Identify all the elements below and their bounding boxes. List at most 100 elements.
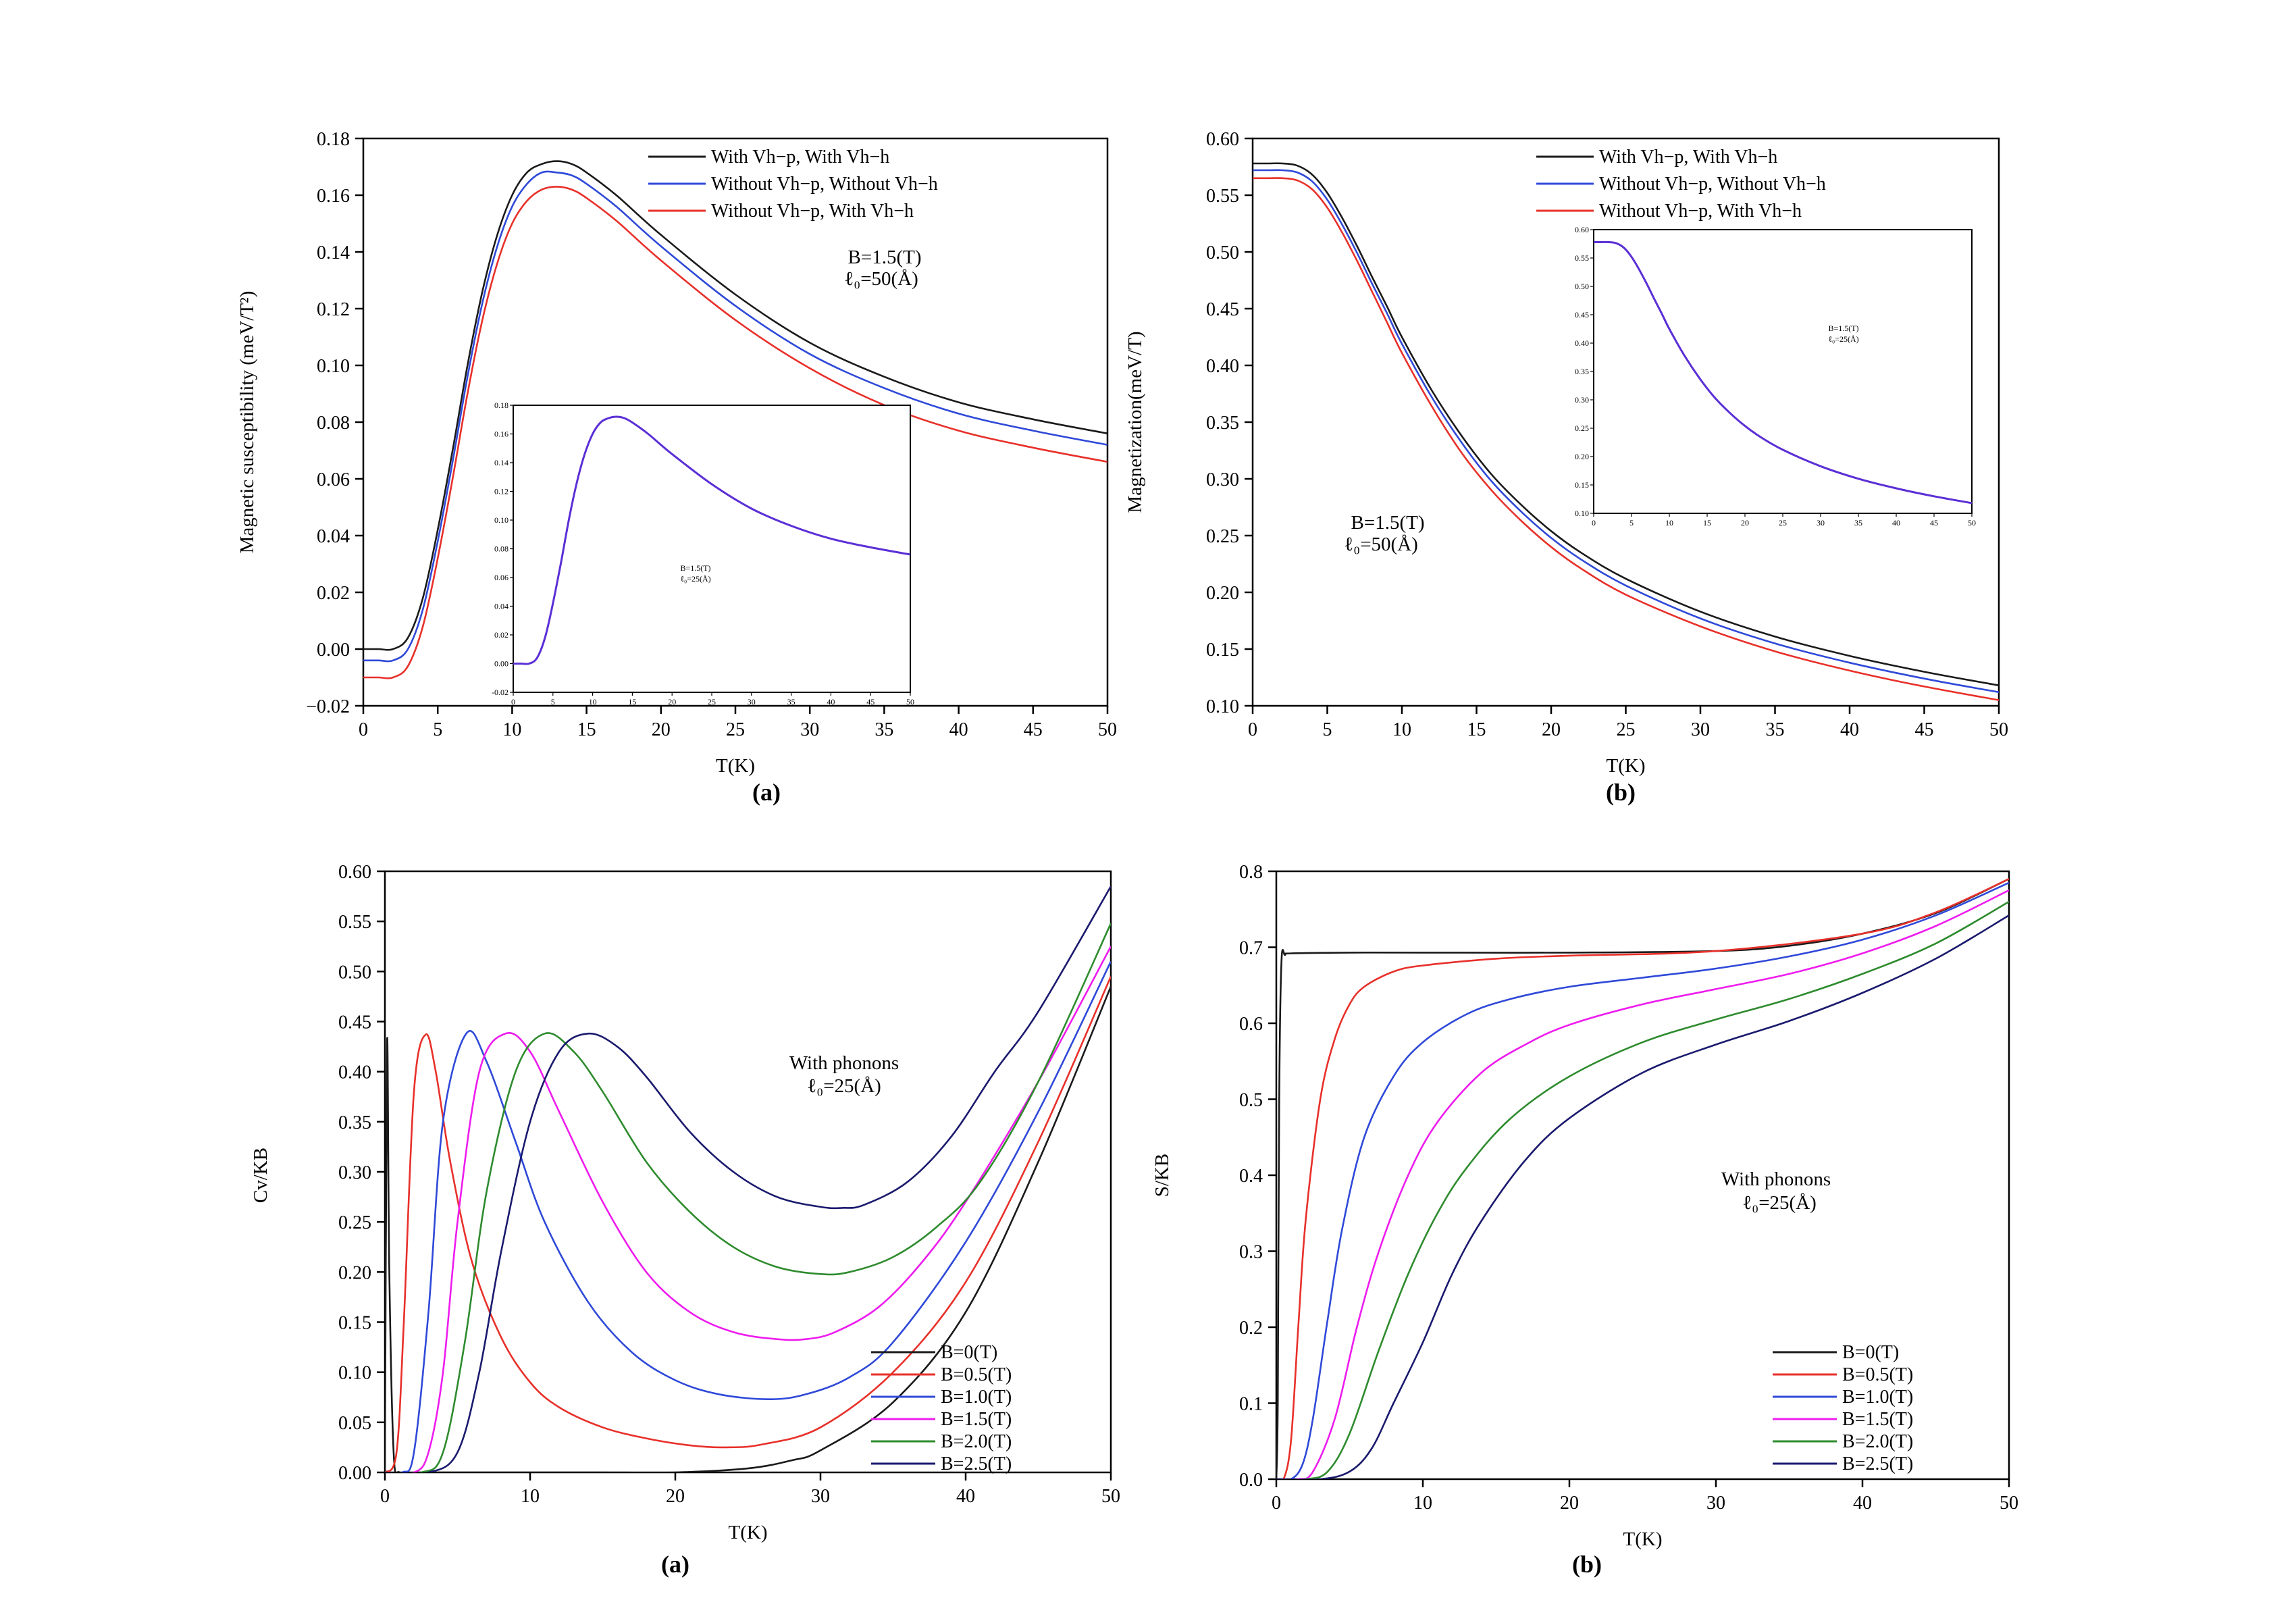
inset-frame <box>513 405 911 693</box>
legend-entry: B=0(T) <box>941 1342 997 1363</box>
y-tick-label: 0.35 <box>1206 413 1239 434</box>
panel-caption: (b) <box>1606 779 1636 806</box>
x-axis-label: T(K) <box>1607 755 1646 777</box>
legend-entry: B=1.0(T) <box>941 1387 1012 1408</box>
x-tick-label: 20 <box>1560 1493 1579 1514</box>
y-axis-label: S/KB <box>1151 1154 1173 1197</box>
y-tick-label: 0.10 <box>1206 696 1239 717</box>
series-line-1 <box>363 170 1107 663</box>
y-axis-label: Magnetic susceptibility (meV/T²) <box>236 291 258 554</box>
y-tick-label: 0.4 <box>1239 1166 1263 1187</box>
y-tick-label: 0.20 <box>338 1262 371 1283</box>
inset-x-tick-label: 40 <box>827 697 835 706</box>
chart-panel-1: 0 5 10 15 20 25 30 35 40 45 500.100.150.200.250.30… <box>1124 129 2008 806</box>
legend-entry: Without Vh−p, Without Vh−h <box>1599 174 1826 195</box>
y-tick-label: 0.1 <box>1239 1394 1263 1415</box>
panel-caption: (a) <box>752 779 781 806</box>
inset-x-tick-label: 25 <box>708 697 716 706</box>
legend-entry: B=2.5(T) <box>941 1453 1012 1474</box>
series-line-0 <box>363 160 1107 651</box>
y-tick-label: 0.00 <box>338 1463 371 1484</box>
inset-y-tick-label: 0.45 <box>1575 310 1589 319</box>
inset-y-tick-label: 0.15 <box>1575 480 1589 490</box>
inset-series-line <box>513 415 911 665</box>
inset-chart: 0 5 10 15 20 25 30 35 40 45 50 -0.02 0.00 0.02 0.04 0.0… <box>492 401 914 706</box>
x-tick-label: 0 <box>1272 1493 1281 1514</box>
legend-entry: B=2.0(T) <box>1842 1431 1913 1452</box>
y-tick-label: 0.40 <box>338 1062 371 1083</box>
y-tick-label: 0.15 <box>1206 640 1239 661</box>
y-tick-label: 0.18 <box>317 129 350 150</box>
x-tick-label: 0 <box>359 719 368 740</box>
y-axis-label: Magnetization(meV/T) <box>1124 332 1146 513</box>
y-tick-label: 0.20 <box>1206 583 1239 604</box>
x-tick-label: 45 <box>1024 719 1043 740</box>
y-tick-label: 0.55 <box>338 912 371 933</box>
panel-caption: (b) <box>1572 1551 1602 1578</box>
inset-x-tick-label: 15 <box>628 697 636 706</box>
series-line-0 <box>1253 162 1999 687</box>
inset-x-tick-label: 20 <box>1741 518 1749 528</box>
series-line-1 <box>1276 878 2009 1479</box>
inset-y-tick-label: 0.40 <box>1575 338 1589 348</box>
x-tick-label: 5 <box>1323 719 1332 740</box>
x-tick-label: 50 <box>1101 1486 1120 1507</box>
inset-y-tick-label: 0.30 <box>1575 395 1589 405</box>
inset-y-tick-label: 0.04 <box>494 602 508 611</box>
chart-panel-0: 0 5 10 15 20 25 30 35 40 45 50−0.020.000.020.040.0… <box>236 129 1117 806</box>
inset-y-tick-label: 0.16 <box>494 430 508 439</box>
inset-y-tick-label: 0.10 <box>494 515 508 525</box>
y-tick-label: 0.45 <box>338 1012 371 1033</box>
x-tick-label: 30 <box>811 1486 830 1507</box>
y-tick-label: 0.60 <box>338 862 371 883</box>
inset-y-tick-label: 0.35 <box>1575 367 1589 376</box>
inset-x-tick-label: 40 <box>1892 518 1900 528</box>
panel-caption: (a) <box>661 1551 689 1578</box>
x-tick-label: 0 <box>1248 719 1257 740</box>
y-tick-label: 0.25 <box>338 1212 371 1233</box>
x-tick-label: 15 <box>1467 719 1486 740</box>
legend-entry: Without Vh−p, With Vh−h <box>711 201 914 222</box>
series-line-1 <box>385 976 1111 1472</box>
y-tick-label: 0.10 <box>317 356 350 377</box>
x-tick-label: 30 <box>800 719 819 740</box>
x-tick-label: 10 <box>502 719 521 740</box>
y-tick-label: 0.25 <box>1206 526 1239 547</box>
y-tick-label: 0.50 <box>1206 242 1239 263</box>
inset-y-tick-label: 0.25 <box>1575 423 1589 433</box>
inset-x-tick-label: 30 <box>1817 518 1825 528</box>
series-line-2 <box>1276 881 2009 1479</box>
y-tick-label: 0.30 <box>1206 469 1239 490</box>
inset-x-tick-label: 45 <box>1930 518 1938 528</box>
x-tick-label: 20 <box>652 719 671 740</box>
y-tick-label: 0.45 <box>1206 299 1239 320</box>
x-tick-label: 40 <box>1840 719 1859 740</box>
annotation-line-1: B=1.5(T) <box>848 247 922 268</box>
inset-annotation-1: B=1.5(T) <box>680 563 710 573</box>
inset-x-tick-label: 25 <box>1779 518 1787 528</box>
y-tick-label: 0.40 <box>1206 356 1239 377</box>
inset-annotation-2: ℓ₀=25(Å) <box>680 574 710 584</box>
legend-entry: B=1.0(T) <box>1842 1387 1913 1408</box>
annotation-line-2: ℓ₀=50(Å) <box>1344 534 1418 555</box>
x-tick-label: 40 <box>949 719 968 740</box>
legend-entry: B=0.5(T) <box>1842 1364 1913 1385</box>
x-tick-label: 0 <box>380 1486 390 1507</box>
x-tick-label: 30 <box>1691 719 1710 740</box>
annotation-line-2: ℓ₀=25(Å) <box>1742 1192 1817 1214</box>
y-tick-label: 0.2 <box>1239 1318 1263 1339</box>
inset-y-tick-label: 0.08 <box>494 544 508 554</box>
inset-y-tick-label: 0.14 <box>494 458 508 467</box>
inset-frame <box>1593 229 1973 514</box>
legend-entry: B=1.5(T) <box>941 1409 1012 1430</box>
y-tick-label: 0.14 <box>317 242 350 263</box>
inset-y-tick-label: 0.50 <box>1575 282 1589 291</box>
x-tick-label: 10 <box>1413 1493 1432 1514</box>
legend: With Vh−p, With Vh−h Without Vh−p, Withou… <box>648 147 938 222</box>
y-tick-label: 0.08 <box>317 413 350 434</box>
annotation-line-1: With phonons <box>1721 1168 1831 1190</box>
inset-annotation-1: B=1.5(T) <box>1828 324 1858 333</box>
inset-x-tick-label: 35 <box>1854 518 1862 528</box>
x-tick-label: 50 <box>1098 719 1117 740</box>
